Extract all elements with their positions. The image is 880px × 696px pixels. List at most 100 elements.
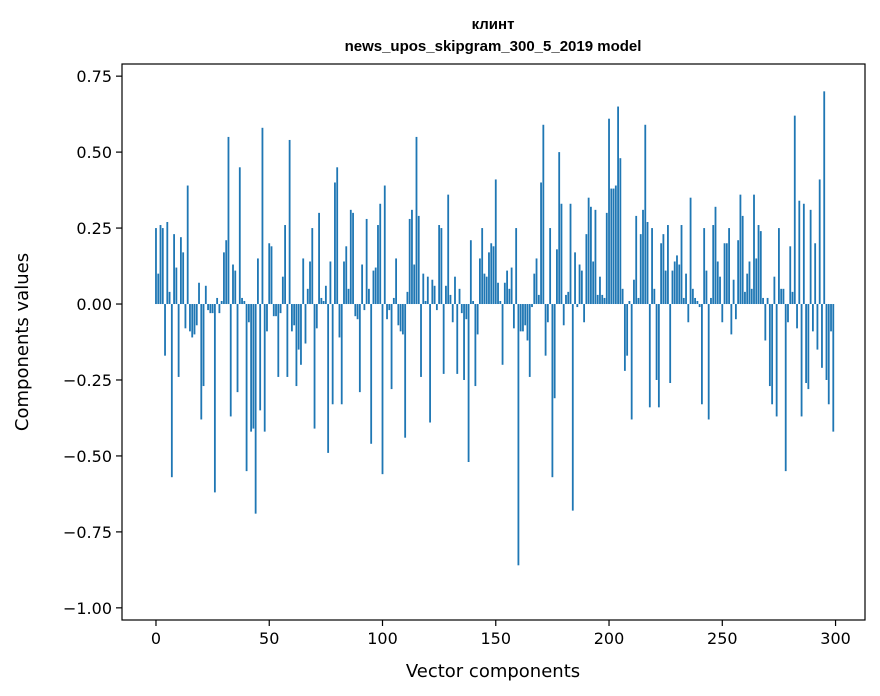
bar-87: [352, 212, 354, 305]
bar-108: [399, 304, 402, 332]
bar-145: [483, 273, 486, 305]
bar-91: [361, 264, 364, 305]
bar-162: [522, 304, 524, 332]
bar-18: [195, 304, 198, 326]
bar-212: [635, 215, 638, 305]
bar-3: [161, 228, 164, 305]
bar-121: [429, 304, 431, 423]
bar-204: [617, 106, 619, 305]
bar-74: [322, 300, 325, 305]
bar-147: [488, 252, 490, 305]
bar-282: [793, 115, 796, 305]
bar-137: [465, 304, 468, 320]
y-tick-label-4: −0.25: [63, 371, 112, 390]
bar-189: [583, 304, 586, 323]
bar-231: [678, 264, 681, 305]
x-tick-label-150: 150: [480, 629, 511, 648]
bar-34: [232, 264, 234, 305]
bar-64: [300, 304, 302, 365]
bar-179: [560, 203, 563, 305]
bar-165: [528, 304, 531, 377]
bar-266: [757, 225, 760, 305]
bar-258: [739, 194, 742, 305]
bar-202: [612, 188, 615, 305]
bar-95: [370, 304, 373, 444]
bar-46: [259, 304, 262, 411]
bar-228: [671, 270, 674, 305]
bar-254: [730, 304, 733, 335]
bar-193: [592, 261, 595, 305]
bar-190: [585, 234, 588, 305]
bar-38: [241, 297, 243, 305]
bar-45: [257, 258, 259, 305]
bar-50: [268, 243, 271, 305]
bar-188: [580, 270, 583, 305]
bar-271: [768, 304, 771, 387]
bar-122: [431, 279, 434, 305]
bar-201: [610, 188, 613, 305]
bar-67: [306, 288, 309, 305]
bar-256: [734, 304, 737, 320]
bar-54: [277, 304, 280, 377]
bar-160: [517, 304, 520, 566]
bar-96: [372, 270, 375, 305]
bar-290: [811, 304, 814, 332]
bar-253: [728, 228, 730, 305]
x-tick-label-100: 100: [367, 629, 398, 648]
bar-152: [499, 300, 502, 305]
bar-126: [440, 228, 443, 305]
bar-109: [401, 304, 404, 335]
bar-153: [501, 304, 504, 365]
bar-183: [569, 203, 572, 305]
bar-284: [798, 200, 801, 305]
bar-222: [657, 304, 660, 408]
x-tick-label-0: 0: [151, 629, 161, 648]
bar-194: [594, 209, 597, 305]
bar-89: [356, 304, 359, 320]
bar-58: [286, 304, 289, 377]
bar-293: [818, 179, 821, 305]
bar-197: [601, 294, 604, 305]
bar-101: [383, 185, 386, 305]
bar-110: [404, 304, 407, 438]
bar-209: [628, 300, 631, 305]
bar-47: [261, 127, 264, 305]
bar-56: [281, 276, 284, 305]
bar-218: [648, 304, 651, 408]
bar-255: [732, 279, 735, 305]
bar-143: [479, 258, 481, 305]
bar-1: [157, 273, 160, 305]
bar-2: [159, 225, 162, 305]
bar-65: [302, 258, 305, 305]
bar-249: [719, 276, 721, 305]
x-axis-label: Vector components: [406, 661, 580, 682]
bar-216: [644, 124, 647, 305]
bar-200: [608, 118, 610, 305]
bar-195: [596, 294, 599, 305]
bar-211: [633, 279, 635, 305]
bar-59: [288, 139, 291, 305]
bar-273: [773, 276, 776, 305]
bar-173: [546, 304, 549, 323]
bar-252: [725, 243, 728, 305]
bar-82: [340, 304, 343, 405]
y-tick-label-0: 0.75: [76, 67, 112, 86]
bar-182: [567, 291, 570, 305]
y-tick-label-3: 0.00: [76, 295, 112, 314]
bar-14: [186, 185, 189, 305]
bar-184: [571, 304, 574, 511]
bar-21: [202, 304, 205, 387]
bar-149: [492, 246, 495, 305]
bar-167: [533, 273, 536, 305]
bar-17: [193, 304, 196, 335]
bar-210: [630, 304, 633, 420]
bar-159: [515, 228, 518, 305]
bar-281: [791, 291, 794, 305]
bar-104: [390, 304, 393, 390]
bar-158: [512, 304, 515, 329]
bar-229: [673, 261, 676, 305]
bar-118: [422, 273, 425, 305]
bar-248: [716, 261, 719, 305]
bar-97: [374, 267, 377, 305]
bar-243: [705, 270, 708, 305]
